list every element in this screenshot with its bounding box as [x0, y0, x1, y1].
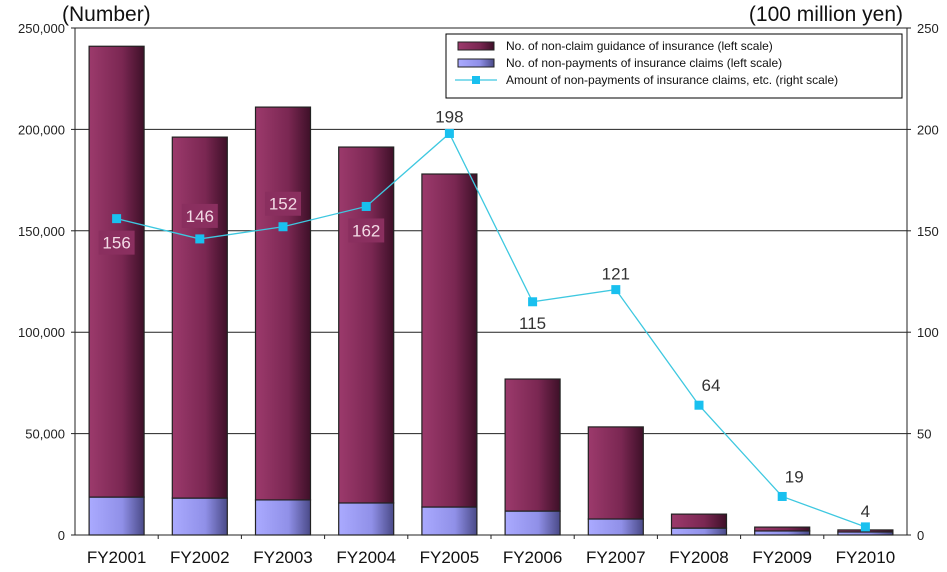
line-marker	[694, 400, 704, 410]
line-marker	[361, 201, 371, 211]
right-tick-label: 100	[917, 325, 939, 340]
x-tick-label: FY2008	[669, 548, 729, 567]
data-label: 19	[785, 467, 804, 486]
x-tick-label: FY2007	[586, 548, 646, 567]
bar-guidance	[171, 136, 228, 499]
bar-nonpayments	[587, 518, 644, 536]
x-tick-label: FY2002	[170, 548, 230, 567]
bar-guidance	[88, 45, 145, 498]
line-marker	[278, 222, 288, 232]
left-tick-label: 150,000	[18, 224, 65, 239]
data-label: 4	[861, 502, 870, 521]
data-label: 121	[602, 265, 630, 284]
bar-nonpayments	[254, 499, 312, 536]
x-tick-label: FY2004	[336, 548, 396, 567]
x-tick-label: FY2005	[420, 548, 480, 567]
bar-nonpayments	[754, 530, 811, 536]
data-label: 64	[702, 376, 721, 395]
bar-nonpayments	[421, 506, 478, 536]
data-label-background	[265, 191, 301, 216]
right-tick-label: 250	[917, 21, 939, 36]
data-label-background	[98, 230, 135, 255]
legend-label-nonpayments: No. of non-payments of insurance claims …	[506, 56, 782, 70]
data-label: 115	[519, 314, 546, 333]
legend-swatch-nonpayments	[457, 58, 495, 68]
right-tick-label: 150	[917, 224, 939, 239]
legend-label-amount: Amount of non-payments of insurance clai…	[506, 73, 838, 87]
line-amount	[116, 132, 866, 528]
line-marker	[528, 297, 538, 307]
left-axis-label: (Number)	[62, 3, 151, 26]
bar-guidance	[254, 106, 312, 501]
x-tick-label: FY2010	[836, 548, 896, 567]
left-tick-label: 50,000	[25, 427, 65, 442]
data-label-background	[181, 203, 218, 228]
data-label: 156	[102, 234, 130, 253]
right-tick-label: 0	[917, 528, 924, 543]
left-tick-label: 250,000	[18, 21, 65, 36]
bar-guidance	[504, 378, 561, 512]
right-tick-label: 50	[917, 427, 931, 442]
bar-guidance	[338, 146, 395, 504]
bar-nonpayments	[504, 510, 561, 536]
bar-guidance	[670, 513, 728, 529]
data-label: 152	[269, 195, 297, 214]
bar-nonpayments	[171, 497, 228, 536]
line-marker	[444, 128, 454, 138]
line-marker	[112, 214, 122, 224]
x-tick-label: FY2001	[87, 548, 147, 567]
line-marker	[195, 234, 205, 244]
data-label: 162	[352, 221, 380, 240]
right-axis-label: (100 million yen)	[749, 3, 903, 26]
line-marker	[611, 285, 621, 295]
bar-guidance	[587, 426, 644, 520]
left-tick-label: 100,000	[18, 325, 65, 340]
legend-swatch-guidance	[457, 41, 495, 51]
line-marker	[860, 522, 870, 532]
data-label-background	[348, 218, 385, 243]
right-tick-label: 200	[917, 122, 939, 137]
bar-nonpayments	[88, 496, 145, 536]
bar-nonpayments	[338, 502, 395, 536]
x-tick-label: FY2006	[503, 548, 563, 567]
legend: No. of non-claim guidance of insurance (…	[445, 33, 903, 99]
bar-nonpayments	[670, 527, 728, 536]
x-tick-label: FY2009	[752, 548, 812, 567]
left-tick-label: 200,000	[18, 122, 65, 137]
data-label: 146	[186, 207, 214, 226]
bar-guidance	[421, 173, 478, 508]
line-marker	[777, 491, 787, 501]
bar-guidance	[754, 526, 811, 532]
left-tick-label: 0	[58, 528, 65, 543]
legend-marker-amount	[472, 76, 480, 84]
legend-label-guidance: No. of non-claim guidance of insurance (…	[506, 39, 773, 53]
x-tick-label: FY2003	[253, 548, 313, 567]
data-label: 198	[435, 107, 463, 126]
